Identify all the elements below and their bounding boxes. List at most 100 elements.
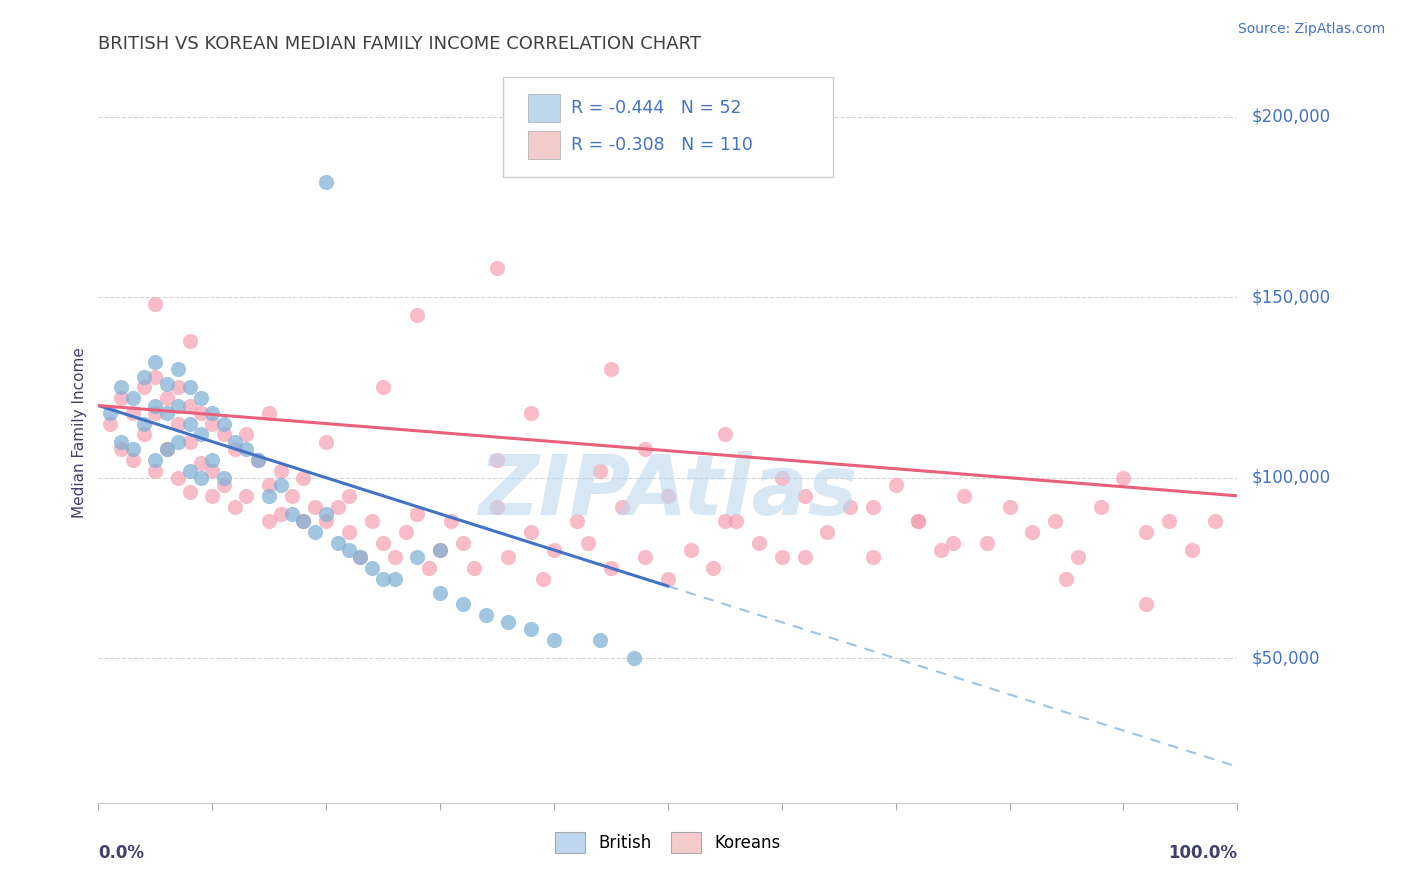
Point	[942, 535, 965, 549]
Point	[212, 478, 235, 492]
Point	[657, 572, 679, 586]
Point	[474, 607, 496, 622]
Point	[520, 623, 543, 637]
Point	[110, 442, 132, 456]
Text: $100,000: $100,000	[1251, 469, 1330, 487]
Point	[190, 406, 212, 420]
Point	[315, 514, 337, 528]
Point	[531, 572, 554, 586]
Point	[1043, 514, 1066, 528]
Y-axis label: Median Family Income: Median Family Income	[72, 347, 87, 518]
Point	[1135, 597, 1157, 611]
Point	[576, 535, 599, 549]
Point	[270, 507, 292, 521]
Point	[246, 452, 269, 467]
Point	[179, 464, 201, 478]
Point	[235, 427, 257, 442]
Point	[486, 261, 509, 276]
Point	[976, 535, 998, 549]
Point	[224, 500, 246, 514]
Text: $200,000: $200,000	[1251, 108, 1330, 126]
Point	[634, 442, 657, 456]
Point	[1021, 524, 1043, 539]
Point	[167, 471, 190, 485]
Point	[679, 543, 702, 558]
Point	[998, 500, 1021, 514]
Point	[145, 406, 167, 420]
Point	[337, 524, 360, 539]
Point	[770, 550, 793, 565]
Point	[110, 392, 132, 406]
Legend: British, Koreans: British, Koreans	[547, 824, 789, 861]
Point	[132, 380, 155, 394]
Point	[907, 514, 929, 528]
Point	[179, 380, 201, 394]
Point	[326, 500, 349, 514]
Point	[451, 597, 474, 611]
Point	[907, 514, 929, 528]
Point	[929, 543, 952, 558]
Text: R = -0.444   N = 52: R = -0.444 N = 52	[571, 99, 741, 117]
Point	[634, 550, 657, 565]
Point	[292, 514, 315, 528]
Point	[145, 369, 167, 384]
Point	[1204, 514, 1226, 528]
Point	[406, 308, 429, 322]
Point	[212, 417, 235, 431]
Point	[281, 489, 304, 503]
Point	[498, 550, 520, 565]
Point	[815, 524, 838, 539]
Point	[486, 452, 509, 467]
Point	[145, 355, 167, 369]
Point	[212, 427, 235, 442]
Point	[156, 406, 179, 420]
Point	[429, 543, 451, 558]
Point	[167, 380, 190, 394]
Point	[156, 442, 179, 456]
Point	[190, 456, 212, 470]
Point	[725, 514, 748, 528]
Point	[259, 514, 281, 528]
Point	[270, 478, 292, 492]
Point	[612, 500, 634, 514]
Point	[145, 452, 167, 467]
Point	[235, 442, 257, 456]
Point	[201, 489, 224, 503]
Point	[156, 442, 179, 456]
Text: 100.0%: 100.0%	[1168, 844, 1237, 862]
Point	[360, 561, 382, 575]
Text: 0.0%: 0.0%	[98, 844, 145, 862]
Point	[292, 471, 315, 485]
Point	[110, 380, 132, 394]
Point	[201, 452, 224, 467]
Point	[1090, 500, 1112, 514]
Point	[349, 550, 371, 565]
Point	[167, 417, 190, 431]
Point	[235, 489, 257, 503]
Point	[884, 478, 907, 492]
Point	[156, 376, 179, 391]
Point	[451, 535, 474, 549]
Point	[349, 550, 371, 565]
Point	[748, 535, 770, 549]
Point	[395, 524, 418, 539]
Point	[179, 334, 201, 348]
Point	[565, 514, 588, 528]
Point	[1135, 524, 1157, 539]
Point	[179, 399, 201, 413]
Point	[246, 452, 269, 467]
Point	[1054, 572, 1078, 586]
Point	[600, 362, 623, 376]
Point	[167, 434, 190, 449]
Point	[440, 514, 463, 528]
Point	[463, 561, 485, 575]
Point	[371, 535, 394, 549]
Point	[145, 297, 167, 311]
Point	[1181, 543, 1204, 558]
Point	[429, 543, 451, 558]
Point	[224, 442, 246, 456]
Point	[337, 543, 360, 558]
Point	[793, 489, 815, 503]
Bar	[527, 130, 560, 159]
Text: BRITISH VS KOREAN MEDIAN FAMILY INCOME CORRELATION CHART: BRITISH VS KOREAN MEDIAN FAMILY INCOME C…	[98, 35, 702, 53]
